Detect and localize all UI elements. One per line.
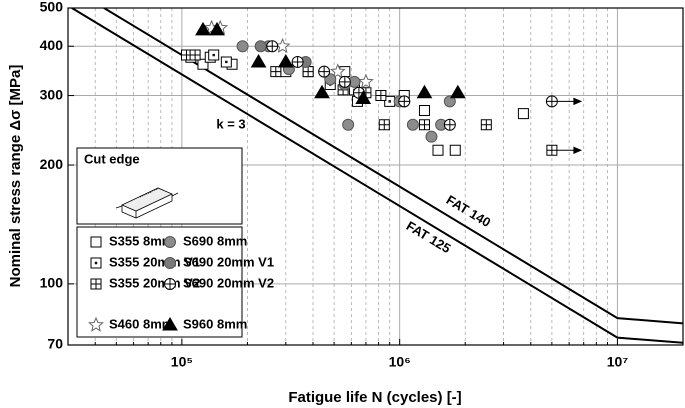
data-point [425, 130, 438, 143]
y-axis-label: Nominal stress range Δσ [MPa] [7, 65, 24, 288]
data-point [266, 40, 279, 53]
legend-label: S690 20mm V1 [183, 254, 274, 269]
legend-marker [162, 317, 178, 331]
data-point [517, 108, 529, 120]
data-point [546, 144, 558, 156]
data-point [545, 95, 558, 108]
data-point [318, 65, 331, 78]
data-point [449, 144, 461, 156]
fat-line [103, 8, 683, 325]
legend-entries: S355 8mm S355 20mm V1 S355 20mm V2 S460 8mm… [88, 233, 274, 332]
data-point [209, 21, 225, 36]
data-point [378, 119, 390, 131]
data-point [443, 95, 456, 108]
data-point [314, 84, 330, 99]
y-tick-label: 100 [40, 275, 64, 291]
data-point [480, 119, 492, 131]
legend-marker [88, 316, 104, 332]
data-point [416, 84, 433, 99]
y-tick-label: 500 [40, 0, 64, 15]
data-point [189, 49, 201, 61]
data-point [195, 21, 211, 36]
plot-frame [67, 7, 684, 346]
legend-marker [90, 278, 102, 290]
data-point [208, 49, 220, 61]
data-point [432, 144, 444, 156]
data-point [236, 40, 249, 53]
data-point [449, 84, 466, 99]
data-point [329, 63, 346, 79]
x-tick-label: 10⁵ [171, 354, 193, 370]
y-tick-label: 70 [47, 336, 63, 352]
legend-marker [163, 236, 177, 248]
legend-label: S355 20mm V2 [109, 275, 200, 290]
y-tick-label: 300 [40, 86, 64, 102]
fat-line [71, 8, 683, 344]
data-point [270, 66, 282, 78]
data-point [398, 95, 411, 108]
legend-label: S460 8mm [109, 316, 173, 331]
legend-marker [163, 257, 177, 269]
legend-label: S690 20mm V2 [183, 275, 274, 290]
data-point [342, 118, 355, 131]
legend-marker [163, 278, 177, 290]
annotation: k = 3 [216, 116, 245, 131]
data-point [291, 56, 304, 68]
y-tick-label: 400 [40, 37, 64, 53]
data-point [302, 66, 314, 78]
x-axis-label: Fatigue life N (cycles) [-] [288, 389, 461, 406]
data-point [277, 53, 294, 68]
legend-label: S690 8mm [183, 233, 247, 248]
data-point [406, 118, 419, 131]
data-point [355, 90, 372, 104]
inset-box [76, 147, 243, 225]
data-point [220, 56, 232, 68]
data-point [250, 53, 267, 68]
x-tick-label: 10⁶ [389, 354, 411, 370]
annotation: Cut edge [84, 151, 140, 166]
legend-label: S960 8mm [183, 316, 247, 331]
data-point [418, 104, 430, 116]
legend-marker [90, 236, 102, 248]
specimen-icon [115, 187, 179, 219]
data-point [384, 95, 396, 107]
data-point [348, 75, 361, 88]
legend-label: S355 8mm [109, 233, 173, 248]
plot-content [71, 8, 683, 344]
data-point [338, 75, 351, 88]
data-point [375, 90, 387, 102]
data-point [418, 119, 430, 131]
legend-label: S355 20mm V1 [109, 254, 200, 269]
data-point [254, 40, 267, 53]
y-tick-label: 200 [40, 156, 64, 172]
x-tick-label: 10⁷ [607, 354, 629, 370]
legend [76, 226, 243, 338]
data-point [443, 118, 456, 131]
data-point [358, 73, 374, 89]
legend-marker [90, 257, 102, 269]
